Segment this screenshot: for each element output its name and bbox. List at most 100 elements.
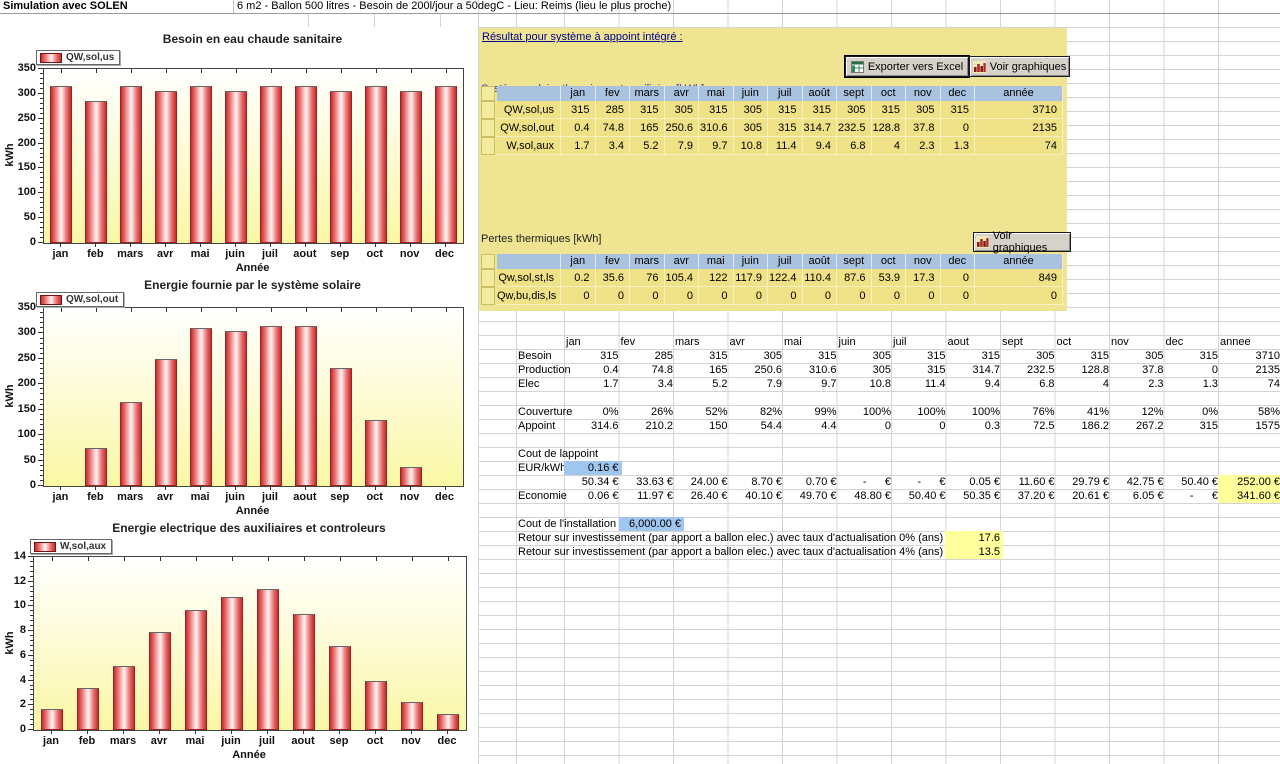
table-cell: 0 <box>699 287 734 305</box>
y-tick-label: 300 <box>17 86 36 99</box>
x-tick-label: aout <box>291 735 315 747</box>
sheet-cell: 8.70 € <box>751 476 782 488</box>
sheet-cell: 9.7 <box>821 378 837 390</box>
y-minor-tick <box>30 585 33 587</box>
y-minor-tick <box>30 674 33 676</box>
x-tick-label: juin <box>225 248 245 260</box>
table-cell: 305 <box>733 119 768 137</box>
sheet-cell: 0 <box>884 420 891 432</box>
sheet-cell: 10.8 <box>869 378 891 390</box>
y-minor-tick <box>40 87 43 89</box>
sheet-cell: 11.4 <box>924 378 946 390</box>
table-cell: 128.8 <box>871 119 906 137</box>
sheet-row: 50.34 € 33.63 € 24.00 € 8.70 € 0.70 € - € - € 0… <box>478 475 1280 489</box>
y-minor-tick <box>40 72 43 74</box>
view-graphs-button-2[interactable]: Voir graphiques <box>973 230 1071 254</box>
x-top-tick <box>341 308 342 312</box>
y-minor-tick <box>40 418 43 420</box>
table-cell: 74.8 <box>595 119 630 137</box>
x-top-tick <box>376 308 377 312</box>
x-tick-label: oct <box>366 491 383 503</box>
y-tick-label: 4 <box>19 673 26 686</box>
sheet-cell: 58% <box>1257 406 1280 418</box>
x-top-tick <box>160 557 161 561</box>
x-top-tick <box>271 308 272 312</box>
x-bottom-tick <box>159 730 160 734</box>
chart-besoin-ecs[interactable]: Besoin en eau chaude sanitaire QW,sol,us 0… <box>0 27 478 275</box>
y-minor-tick <box>40 317 43 319</box>
export-excel-button[interactable]: Exporter vers Excel <box>844 55 970 78</box>
x-bottom-tick <box>200 486 201 490</box>
export-excel-label: Exporter vers Excel <box>867 60 964 73</box>
bar <box>293 614 315 730</box>
x-bottom-tick <box>267 730 268 734</box>
table-cell: 305 <box>664 101 699 119</box>
x-top-tick <box>340 557 341 561</box>
x-bottom-tick <box>305 486 306 490</box>
x-top-tick <box>201 308 202 312</box>
table-cell: 0 <box>940 287 975 305</box>
y-minor-tick <box>40 347 43 349</box>
y-minor-tick <box>40 464 43 466</box>
y-tick-label: 150 <box>17 161 36 174</box>
cost-rate-cell[interactable]: 0.16 € <box>564 461 622 475</box>
sheet-cell: 186.2 <box>1081 420 1109 432</box>
x-top-tick <box>306 308 307 312</box>
y-minor-tick <box>40 378 43 380</box>
sheet-col-header: nov <box>1111 336 1129 348</box>
bar <box>225 91 247 243</box>
sheet-col-header: dec <box>1165 336 1184 348</box>
roi-value-cell: 17.6 <box>945 531 1003 545</box>
table-col-header: sept <box>837 86 872 101</box>
install-cost-cell[interactable]: 6,000.00 € <box>619 517 684 531</box>
sheet-cell: 314.6 <box>590 420 619 432</box>
sheet-row-label: Retour sur investissement (par apport a … <box>518 532 944 544</box>
sheet-cell: 0 <box>1211 364 1218 376</box>
y-major-tick <box>38 68 43 69</box>
x-top-tick <box>412 557 413 561</box>
table-cell: 17.3 <box>906 269 941 287</box>
y-minor-tick <box>40 112 43 114</box>
sheet-row-label: EUR/kWh <box>518 462 567 474</box>
bar <box>295 86 317 243</box>
x-top-tick <box>88 557 89 561</box>
chart-energie-solaire[interactable]: Energie fournie par le système solaire QW… <box>0 275 478 518</box>
y-minor-tick <box>30 625 33 627</box>
y-minor-tick <box>40 202 43 204</box>
sheet-cell: 100% <box>862 406 891 418</box>
result-system-link[interactable]: Résultat pour système à appoint intégré … <box>482 31 683 43</box>
x-top-tick <box>236 69 237 73</box>
x-tick-label: nov <box>401 735 421 747</box>
table-col-header: oct <box>871 254 906 269</box>
x-top-tick <box>236 308 237 312</box>
sheet-row: Economie 0.06 € 11.97 € 26.40 € 40.10 € 49.70… <box>478 489 1280 503</box>
y-tick-label: 250 <box>17 351 36 364</box>
bar-chart-icon <box>972 60 986 73</box>
sheet-cell: 3710 <box>1255 350 1280 362</box>
bar <box>330 368 352 486</box>
x-tick-label: dec <box>437 735 457 747</box>
bar <box>221 597 243 730</box>
bar <box>113 666 135 730</box>
y-minor-tick <box>30 719 33 721</box>
table-col-header: mai <box>699 86 734 101</box>
y-tick-label: 2 <box>19 698 26 711</box>
x-bottom-tick <box>375 730 376 734</box>
y-major-tick <box>28 556 33 557</box>
row-gutter <box>481 101 495 119</box>
x-tick-label: avr <box>150 735 168 747</box>
table-col-header: dec <box>940 86 975 101</box>
sheet-cell: 305 <box>1145 350 1164 362</box>
x-tick-label: aout <box>293 491 317 503</box>
view-graphs-button-1[interactable]: Voir graphiques <box>969 56 1070 77</box>
y-major-tick <box>38 142 43 144</box>
y-minor-tick <box>40 337 43 339</box>
y-major-tick <box>38 192 43 194</box>
sheet-cell: 50.40 € <box>1181 476 1218 488</box>
table-col-header: oct <box>871 86 906 101</box>
sheet-cell: 315 <box>1199 420 1218 432</box>
table-col-header: fev <box>595 254 630 269</box>
chart-title: Besoin en eau chaude sanitaire <box>162 32 343 46</box>
sheet-cell: 54.4 <box>760 420 782 432</box>
chart-energie-auxiliaires[interactable]: Energie electrique des auxiliaires et co… <box>0 518 478 764</box>
